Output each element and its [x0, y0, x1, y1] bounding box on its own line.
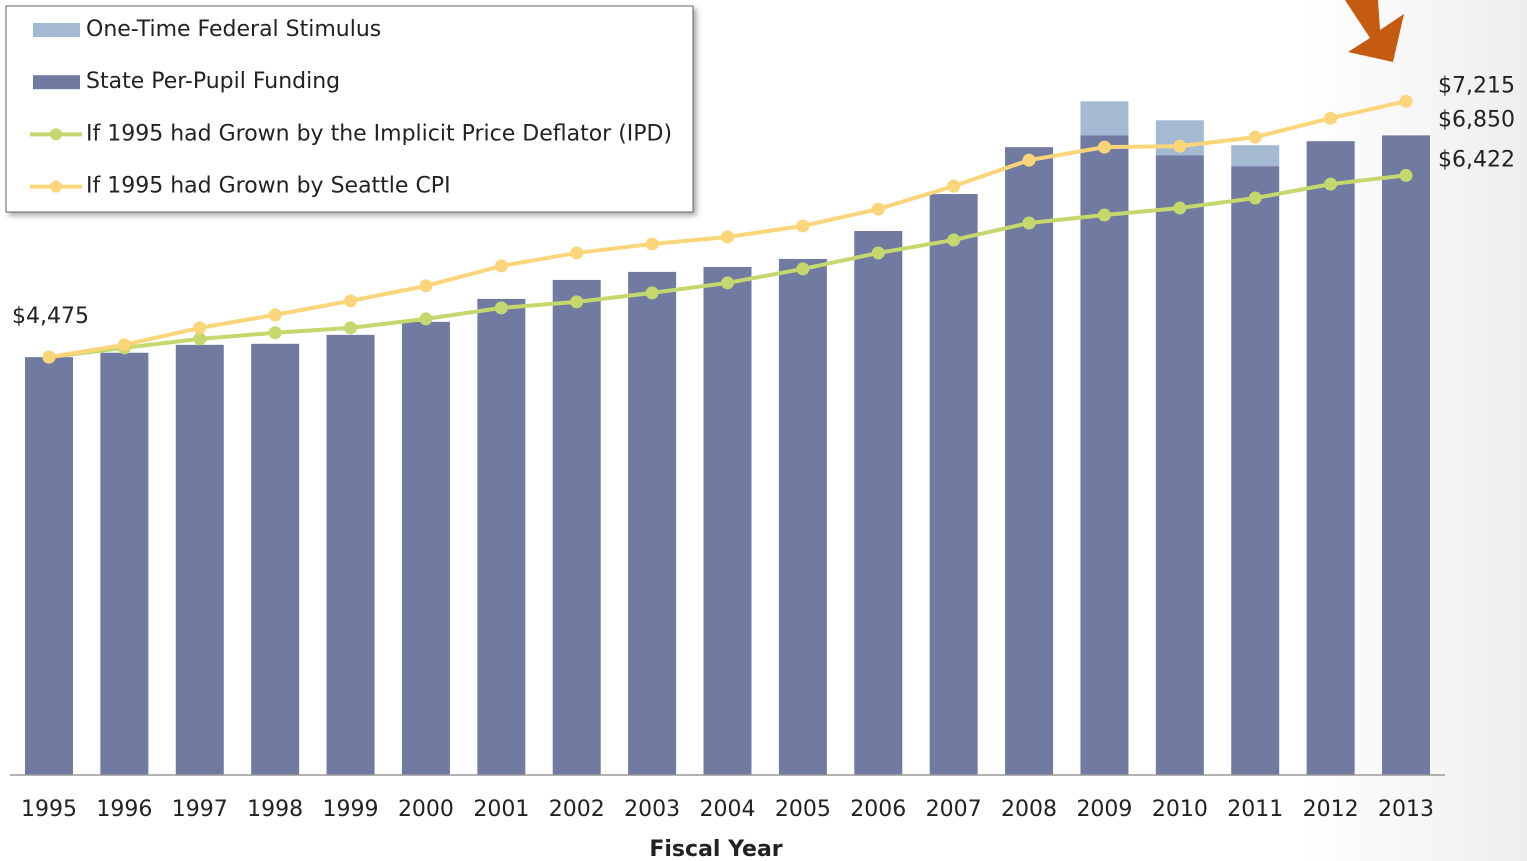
legend-label: If 1995 had Grown by the Implicit Price … [86, 121, 672, 146]
line-marker [796, 262, 810, 276]
legend-box [5, 5, 694, 213]
line-marker [1022, 216, 1036, 230]
legend-swatch [50, 128, 62, 141]
x-tick-label: 1996 [96, 797, 152, 822]
bar [1306, 141, 1355, 775]
bar [552, 279, 601, 775]
line-marker [947, 233, 961, 247]
bar [100, 352, 149, 775]
line-marker [1399, 168, 1413, 182]
x-tick-label: 2008 [1001, 797, 1057, 822]
line-marker [1248, 191, 1262, 205]
bar [929, 194, 978, 775]
line-marker [344, 294, 358, 308]
x-tick-label: 2010 [1152, 797, 1208, 822]
line-marker [268, 308, 282, 322]
line-marker [721, 230, 734, 244]
x-axis-title: Fiscal Year [649, 837, 782, 861]
bar [24, 357, 73, 775]
bar [175, 344, 224, 775]
value-label: $7,215 [1438, 73, 1515, 98]
bar [477, 298, 526, 775]
x-tick-label: 2011 [1227, 797, 1283, 822]
bar [326, 334, 375, 775]
line-marker [117, 338, 131, 352]
stacked-bar [1231, 145, 1280, 167]
line-marker [42, 350, 56, 364]
x-tick-label: 2003 [624, 797, 680, 822]
x-tick-label: 1998 [247, 797, 303, 822]
x-tick-label: 2007 [926, 797, 982, 822]
line-marker [947, 179, 961, 193]
bar [1080, 135, 1129, 775]
line-marker [721, 276, 734, 290]
bar [1231, 166, 1280, 775]
arrow [1345, 0, 1404, 62]
line-marker [419, 279, 433, 293]
line-marker [193, 332, 207, 346]
line-marker [645, 286, 659, 300]
line-marker [871, 202, 885, 216]
line-marker [796, 219, 810, 233]
line-marker [494, 301, 508, 315]
bar [1382, 135, 1431, 775]
line-marker [871, 246, 885, 260]
x-tick-label: 2005 [775, 797, 831, 822]
line-marker [344, 321, 358, 335]
x-tick-label: 2006 [850, 797, 906, 822]
value-label: $4,475 [12, 304, 89, 329]
x-tick-label: 2001 [473, 797, 529, 822]
line-marker [1097, 140, 1111, 154]
x-tick-label: 2002 [549, 797, 605, 822]
bar [628, 271, 677, 775]
line-marker [1173, 139, 1187, 153]
legend-swatch [50, 180, 62, 193]
bar [251, 343, 300, 775]
bar [778, 258, 827, 776]
plot-area: $4,475 $6,850 $6,422 $7,215 1995 1996 1997 1998… [10, 73, 1515, 822]
bar [401, 321, 450, 775]
x-tick-label: 2009 [1076, 797, 1132, 822]
line-marker [645, 237, 659, 251]
x-tick-label: 2013 [1378, 797, 1434, 822]
line-marker [1324, 111, 1338, 125]
value-label: $6,850 [1438, 107, 1515, 132]
bar [703, 266, 752, 775]
legend: One-Time Federal Stimulus State Per-Pupil… [5, 5, 694, 213]
line-marker [1248, 130, 1262, 144]
legend-swatch [33, 23, 80, 37]
line-marker [570, 295, 584, 309]
x-tick-label: 2012 [1303, 797, 1359, 822]
x-tick-label: 2000 [398, 797, 454, 822]
x-tick-label: 1995 [21, 797, 77, 822]
line-marker [494, 259, 508, 273]
line-marker [1324, 177, 1338, 191]
line-marker [268, 326, 282, 340]
line-marker [1097, 208, 1111, 222]
bar [854, 231, 903, 775]
stacked-bar [1080, 101, 1129, 136]
legend-label: If 1995 had Grown by Seattle CPI [86, 174, 451, 199]
line-marker [193, 321, 207, 335]
line-marker [419, 312, 433, 326]
line-marker [1022, 153, 1036, 167]
x-tick-label: 1999 [323, 797, 379, 822]
x-tick-label: 1997 [172, 797, 228, 822]
line-marker [570, 246, 584, 260]
legend-label: One-Time Federal Stimulus [86, 17, 381, 42]
value-label: $6,422 [1438, 147, 1515, 172]
line-marker [1399, 94, 1413, 108]
bar [1155, 155, 1204, 775]
bar [1005, 147, 1054, 776]
legend-swatch [33, 75, 80, 90]
x-tick-label: 2004 [700, 797, 756, 822]
line-marker [1173, 201, 1187, 215]
legend-label: State Per-Pupil Funding [86, 69, 340, 94]
